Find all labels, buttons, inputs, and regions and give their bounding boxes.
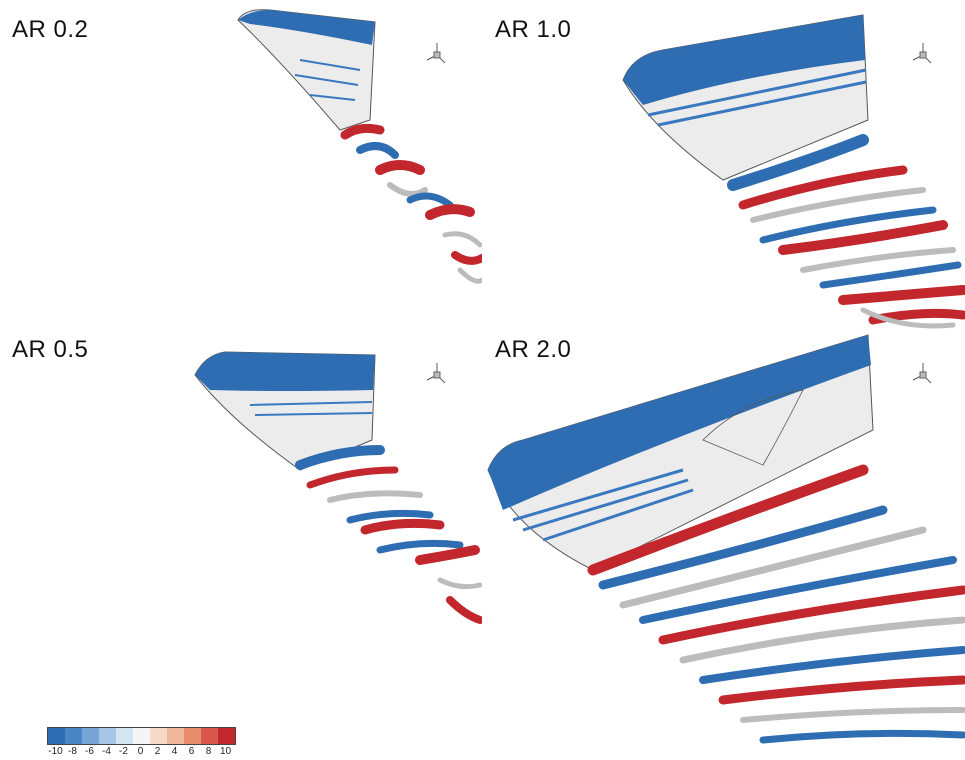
vortex-structures (727, 134, 965, 329)
panel-label: AR 2.0 (495, 336, 572, 363)
legend-tick-label: 2 (154, 746, 161, 757)
panel-label: AR 0.5 (12, 336, 89, 363)
legend-swatch (65, 728, 82, 744)
legend-tick-label: 0 (137, 746, 144, 757)
vortex-structures (340, 123, 482, 284)
wing-visualization (194, 351, 482, 624)
legend-tick-label: 10 (219, 746, 232, 757)
axes-triad-icon (426, 363, 446, 384)
legend-tick-label: -10 (48, 746, 63, 757)
legend-swatch (201, 728, 218, 744)
axes-triad-icon (912, 43, 932, 64)
vortex-structures (295, 445, 482, 624)
legend-tick-label: -2 (119, 746, 128, 757)
wing-visualization (487, 334, 965, 744)
vortex-structures (587, 464, 965, 744)
wing-visualization (237, 9, 482, 284)
legend-tick-label: 4 (171, 746, 178, 757)
legend-swatch (218, 728, 235, 744)
legend-swatch (116, 728, 133, 744)
color-legend: -10 -8 -6 -4 -2 0 2 4 6 8 10 (47, 727, 236, 759)
panel-ar-1-0: AR 1.0 (483, 0, 965, 380)
wing-visualization (622, 14, 965, 329)
legend-swatch (82, 728, 99, 744)
legend-ticks: -10 -8 -6 -4 -2 0 2 4 6 8 10 (47, 745, 231, 759)
panel-ar-0-2: AR 0.2 (0, 0, 482, 380)
axes-triad-icon (912, 363, 932, 384)
legend-swatch (184, 728, 201, 744)
legend-tick-label: -6 (85, 746, 94, 757)
panel-ar-2-0: AR 2.0 (483, 320, 965, 760)
legend-swatch (99, 728, 116, 744)
legend-color-bar (47, 727, 236, 745)
axes-triad-icon (426, 43, 446, 64)
legend-tick-label: 8 (205, 746, 212, 757)
legend-swatch (48, 728, 65, 744)
panel-label: AR 0.2 (12, 16, 89, 43)
legend-swatch (133, 728, 150, 744)
legend-swatch (150, 728, 167, 744)
legend-tick-label: -4 (102, 746, 111, 757)
legend-tick-label: 6 (188, 746, 195, 757)
panel-ar-0-5: AR 0.5 (0, 320, 482, 700)
legend-swatch (167, 728, 184, 744)
panel-label: AR 1.0 (495, 16, 572, 43)
legend-tick-label: -8 (68, 746, 77, 757)
